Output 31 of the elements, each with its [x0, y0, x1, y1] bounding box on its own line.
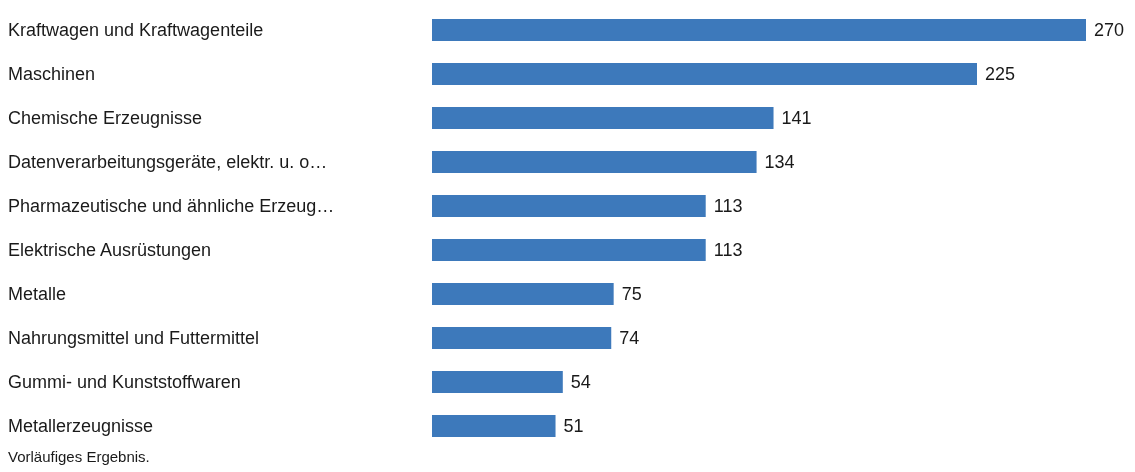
y-tick-label: Pharmazeutische und ähnliche Erzeug… — [8, 196, 335, 216]
data-label: 141 — [781, 108, 812, 129]
bar — [432, 283, 614, 305]
y-tick-label: Metalle — [8, 284, 67, 304]
data-label: 113 — [713, 240, 743, 261]
bar — [432, 327, 612, 349]
y-tick-label: Nahrungsmittel und Futtermittel — [8, 328, 260, 348]
y-tick-label: Maschinen — [8, 64, 96, 84]
bar — [432, 415, 556, 437]
data-label: 225 — [985, 64, 1016, 85]
y-tick-label: Metallerzeugnisse — [8, 416, 154, 436]
data-label: 54 — [570, 372, 591, 393]
bar — [432, 371, 563, 393]
data-label: 51 — [563, 416, 584, 437]
text: Vorläufiges Ergebnis. — [8, 448, 151, 466]
bar — [432, 239, 706, 261]
bar — [432, 195, 706, 217]
bar — [432, 19, 1086, 41]
y-tick-label: Gummi- und Kunststoffwaren — [8, 372, 241, 392]
bar — [432, 63, 977, 85]
bar — [432, 107, 774, 129]
data-label: 113 — [713, 196, 743, 217]
data-label: 270 — [1094, 20, 1125, 41]
data-label: 134 — [764, 152, 795, 173]
y-tick-label: Kraftwagen und Kraftwagenteile — [8, 20, 264, 40]
data-label: 75 — [621, 284, 642, 305]
bar — [432, 151, 757, 173]
y-tick-label: Elektrische Ausrüstungen — [8, 240, 212, 260]
y-tick-label: Chemische Erzeugnisse — [8, 108, 203, 128]
y-tick-label: Datenverarbeitungsgeräte, elektr. u. o… — [8, 152, 328, 172]
data-label: 74 — [619, 328, 640, 349]
